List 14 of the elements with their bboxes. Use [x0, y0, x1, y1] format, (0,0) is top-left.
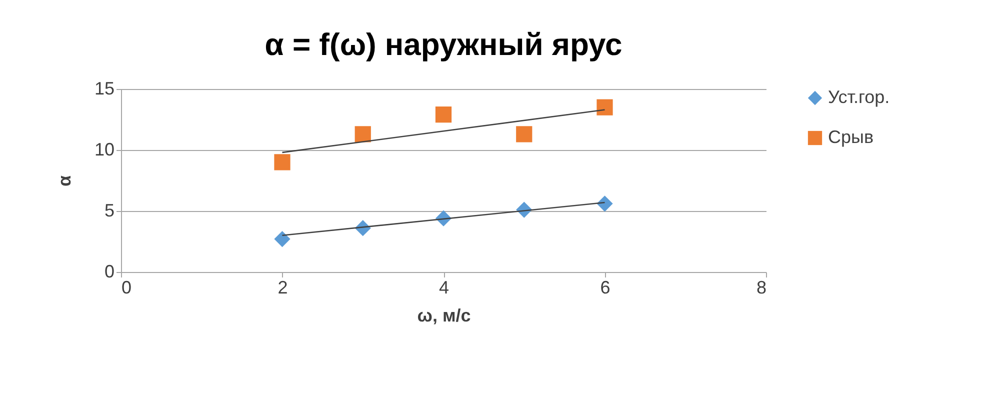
legend-label: Срыв	[828, 127, 874, 147]
x-axis-title: ω, м/с	[417, 306, 471, 326]
y-tick-label: 0	[104, 262, 114, 282]
y-tick-label: 5	[104, 200, 114, 220]
x-tick-label: 4	[438, 278, 450, 298]
y-tick-label: 10	[94, 140, 114, 160]
x-tick-label: 8	[756, 278, 766, 298]
x-tick-label: 0	[122, 278, 132, 298]
chart-title: α = f(ω) наружный ярус	[264, 27, 622, 62]
y-tick-label: 15	[94, 78, 114, 98]
x-tick-label: 6	[600, 278, 610, 298]
x-tick-label: 2	[278, 278, 288, 298]
y-axis-title: α	[54, 175, 74, 187]
legend-label: Уст.гор.	[828, 87, 890, 107]
